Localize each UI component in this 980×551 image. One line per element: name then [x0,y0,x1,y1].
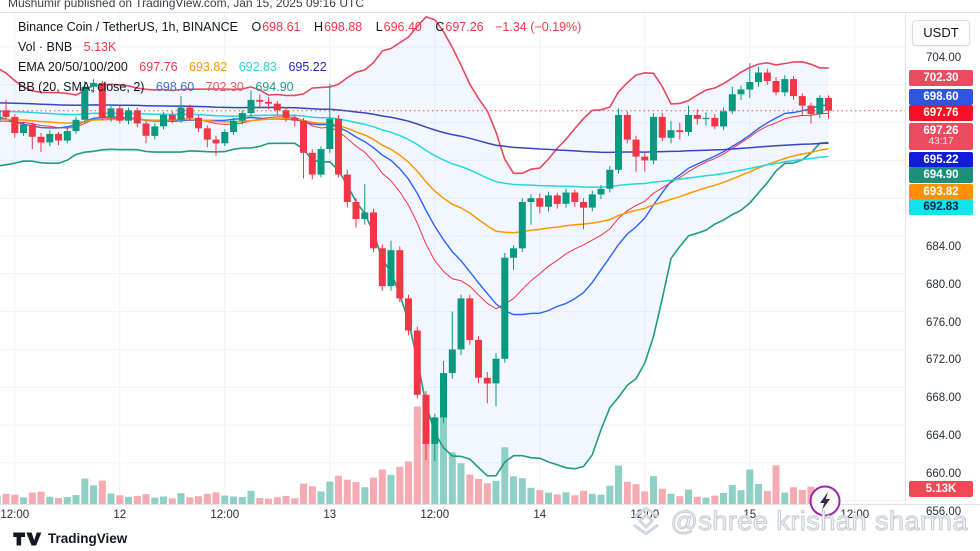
time-tick-label: 12:00 [0,509,30,521]
legend-symbol-row[interactable]: Binance Coin / TetherUS, 1h, BINANCE O69… [18,17,581,37]
footer-bar: TradingView [0,525,980,551]
indicator-price-badge: 698.60 [909,88,973,105]
author-watermark: @shree krishan sharma [630,505,968,537]
time-axis[interactable]: 12:00 12 12:00 13 12:00 14 12:00 15 12:00 [0,504,980,526]
volume-badge: 5.13K [909,480,973,497]
open-value: 698.61 [262,20,301,34]
legend-volume-row[interactable]: Vol · BNB 5.13K [18,37,581,57]
indicator-price-badge: 695.22 [909,151,973,168]
volume-label: Vol · BNB [18,40,73,54]
price-tick-label: 656.00 [926,505,962,518]
author-logo-icon [633,506,660,536]
volume-value: 5.13K [83,40,117,54]
price-chart-canvas[interactable] [0,13,905,504]
chart-legend: Binance Coin / TetherUS, 1h, BINANCE O69… [18,17,581,97]
indicator-price-badge: 697.76 [909,104,973,121]
price-tick-label: 684.00 [926,241,962,253]
author-watermark-text: @shree krishan sharma [670,505,968,536]
time-tick-label: 12 [113,509,127,521]
high-label: H [313,20,323,34]
price-tick-label: 704.00 [926,52,962,64]
ema50-value: 693.82 [189,60,228,74]
time-tick-label: 15 [743,509,757,521]
bb-lower-value: 694.90 [255,80,294,94]
currency-toggle-button[interactable]: USDT [912,20,970,46]
price-tick-label: 664.00 [926,430,962,442]
ema100-value: 692.83 [238,60,277,74]
close-label: C [435,20,445,34]
close-value: 697.26 [445,20,484,34]
price-tick-label: 680.00 [926,278,962,291]
ema200-value: 695.22 [288,60,327,74]
indicator-price-badge: 693.82 [909,183,973,200]
bb-basis-value: 698.60 [155,80,195,94]
ema20-value: 697.76 [139,60,178,74]
last-price-badge: 697.26 43:17 [909,122,973,150]
chart-frame: Binance Coin / TetherUS, 1h, BINANCE O69… [0,12,980,536]
time-tick-label: 12:00 [420,509,450,521]
bb-label: BB (20, SMA, close, 2) [18,80,145,94]
time-tick-label: 12:00 [840,509,870,521]
symbol-title: Binance Coin / TetherUS, 1h, BINANCE [18,20,239,34]
indicator-price-badge: 694.90 [909,166,973,183]
tradingview-wordmark[interactable]: TradingView [48,531,128,546]
change-value: −1.34 (−0.19%) [495,20,582,34]
price-axis[interactable]: USDT 704.00 684.00 680.00 676.00 672.00 668.0… [905,13,980,518]
price-tick-label: 668.00 [926,392,962,405]
bb-upper-value: 702.30 [205,80,244,94]
indicator-price-badge: 692.83 [909,198,973,215]
legend-ema-row[interactable]: EMA 20/50/100/200 697.76 693.82 692.83 6… [18,57,581,77]
legend-bb-row[interactable]: BB (20, SMA, close, 2) 698.60 702.30 694… [18,77,581,97]
publish-watermark: Mushumir published on TradingView.com, J… [8,0,364,10]
price-tick-label: 672.00 [926,354,962,367]
time-tick-label: 12:00 [210,509,240,521]
time-tick-label: 13 [323,509,337,521]
boost-button[interactable] [808,484,842,523]
lightning-icon [809,485,841,517]
low-label: L [375,20,383,34]
indicator-price-badge: 702.30 [909,69,973,86]
price-tick-label: 676.00 [926,316,962,329]
tradingview-logo-icon[interactable] [12,531,42,547]
low-value: 696.40 [383,20,422,34]
ema-label: EMA 20/50/100/200 [18,60,128,74]
open-label: O [251,20,262,34]
high-value: 698.88 [323,20,363,34]
time-tick-label: 14 [533,509,547,521]
price-tick-label: 660.00 [926,467,962,480]
